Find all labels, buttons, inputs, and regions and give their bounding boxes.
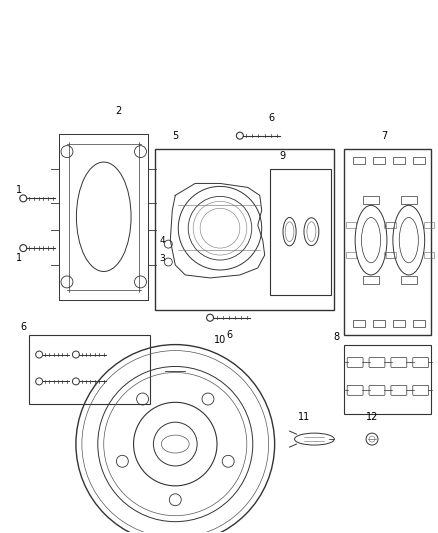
Text: 1: 1	[16, 253, 22, 263]
Bar	[413, 157, 425, 164]
Bar	[29, 335, 150, 404]
Bar	[344, 149, 431, 335]
Ellipse shape	[76, 162, 131, 271]
Bar	[373, 157, 385, 164]
Text: 7: 7	[381, 131, 387, 141]
Bar	[270, 168, 331, 295]
Text: 4: 4	[159, 236, 165, 245]
Bar	[384, 252, 394, 258]
Text: 1: 1	[16, 185, 22, 196]
Text: 9: 9	[279, 150, 286, 160]
Bar	[386, 252, 396, 258]
Bar	[424, 222, 434, 228]
Bar	[346, 222, 356, 228]
Text: 8: 8	[333, 332, 339, 342]
Text: 11: 11	[298, 412, 311, 422]
Bar	[401, 276, 417, 284]
Bar	[393, 157, 405, 164]
Bar	[413, 320, 425, 327]
Text: 6: 6	[227, 330, 233, 340]
Text: 6: 6	[268, 113, 275, 123]
Bar	[353, 157, 365, 164]
Text: 3: 3	[159, 254, 165, 263]
Bar	[384, 222, 394, 228]
Text: 10: 10	[214, 335, 226, 345]
Text: 5: 5	[172, 131, 178, 141]
Text: 2: 2	[116, 106, 122, 116]
Bar	[363, 276, 379, 284]
Bar	[393, 320, 405, 327]
Bar	[344, 345, 431, 414]
Text: 12: 12	[366, 412, 378, 422]
Bar	[401, 196, 417, 204]
Bar	[155, 149, 334, 310]
Text: 6: 6	[20, 321, 26, 332]
Bar	[424, 252, 434, 258]
Bar	[363, 196, 379, 204]
Bar	[373, 320, 385, 327]
Bar	[346, 252, 356, 258]
Bar	[353, 320, 365, 327]
Bar	[386, 222, 396, 228]
